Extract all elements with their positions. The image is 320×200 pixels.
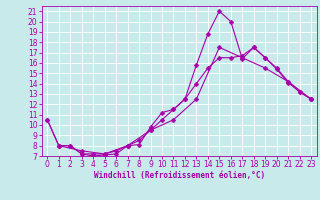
X-axis label: Windchill (Refroidissement éolien,°C): Windchill (Refroidissement éolien,°C) — [94, 171, 265, 180]
